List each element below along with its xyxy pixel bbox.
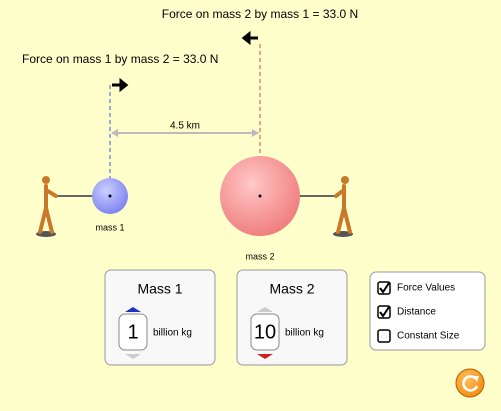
sim-screen: Force on mass 2 by mass 1 = 33.0 N Force…: [0, 0, 501, 411]
force-label-2: Force on mass 2 by mass 1 = 33.0 N: [162, 7, 358, 21]
option-label: Distance: [397, 307, 436, 318]
option-label: Constant Size: [397, 331, 460, 342]
center-dot: [109, 195, 112, 198]
panel-title: Mass 2: [269, 281, 314, 297]
mass-value: 1: [127, 321, 138, 343]
checkbox[interactable]: [378, 330, 390, 342]
mass-unit: billion kg: [153, 328, 192, 339]
option-label: Force Values: [397, 283, 455, 294]
mass-unit: billion kg: [285, 328, 324, 339]
mass-label: mass 2: [245, 251, 274, 261]
mass-value: 10: [254, 321, 276, 343]
panel-title: Mass 1: [137, 281, 182, 297]
force-label-1: Force on mass 1 by mass 2 = 33.0 N: [22, 52, 218, 66]
distance-label: 4.5 km: [170, 121, 200, 132]
center-dot: [259, 195, 262, 198]
reset-button[interactable]: [456, 369, 484, 397]
mass-label: mass 1: [95, 222, 124, 232]
